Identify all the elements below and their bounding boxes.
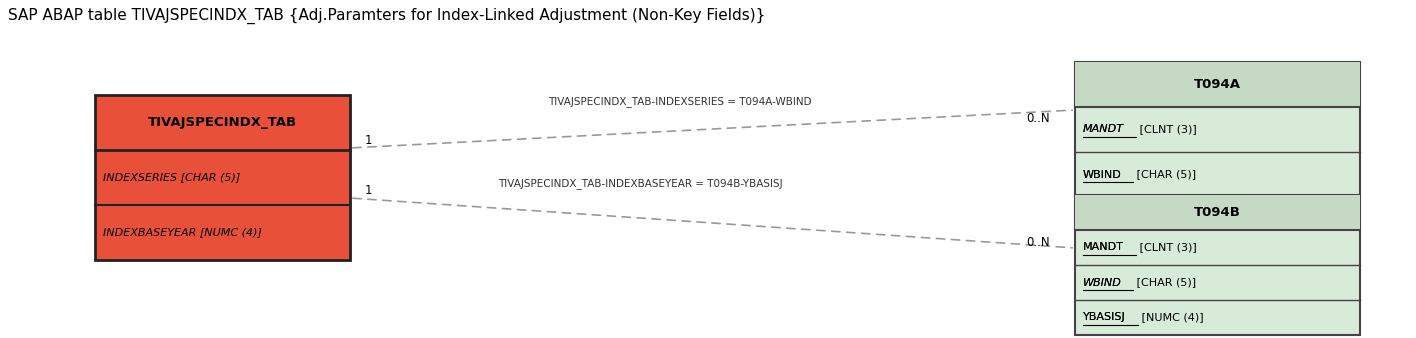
Text: 1: 1: [365, 134, 372, 146]
Text: MANDT: MANDT: [1083, 124, 1124, 135]
Text: YBASISJ: YBASISJ: [1083, 313, 1126, 322]
Text: WBIND: WBIND: [1083, 169, 1121, 179]
Text: WBIND: WBIND: [1083, 169, 1121, 179]
Text: MANDT: MANDT: [1083, 242, 1124, 252]
Text: WBIND: WBIND: [1083, 277, 1121, 288]
Text: TIVAJSPECINDX_TAB: TIVAJSPECINDX_TAB: [147, 116, 297, 129]
Text: T094B: T094B: [1194, 206, 1240, 219]
Text: [CLNT (3)]: [CLNT (3)]: [1136, 242, 1197, 252]
Bar: [1075, 62, 1359, 197]
Text: 1: 1: [365, 184, 372, 196]
Bar: [1075, 195, 1359, 230]
Text: [CLNT (3)]: [CLNT (3)]: [1136, 124, 1197, 135]
Text: WBIND: WBIND: [1083, 277, 1121, 288]
Text: [CHAR (5)]: [CHAR (5)]: [1133, 169, 1197, 179]
Bar: [1075, 195, 1359, 335]
Text: 0..N: 0..N: [1027, 112, 1051, 124]
Bar: [95, 95, 350, 260]
Text: TIVAJSPECINDX_TAB-INDEXBASEYEAR = T094B-YBASISJ: TIVAJSPECINDX_TAB-INDEXBASEYEAR = T094B-…: [497, 178, 782, 189]
Text: SAP ABAP table TIVAJSPECINDX_TAB {Adj.Paramters for Index-Linked Adjustment (Non: SAP ABAP table TIVAJSPECINDX_TAB {Adj.Pa…: [8, 8, 766, 24]
Text: [CHAR (5)]: [CHAR (5)]: [1133, 277, 1197, 288]
Text: 0..N: 0..N: [1027, 236, 1051, 248]
Text: INDEXBASEYEAR [NUMC (4)]: INDEXBASEYEAR [NUMC (4)]: [103, 227, 262, 238]
Text: TIVAJSPECINDX_TAB-INDEXSERIES = T094A-WBIND: TIVAJSPECINDX_TAB-INDEXSERIES = T094A-WB…: [548, 96, 811, 107]
Text: INDEXSERIES [CHAR (5)]: INDEXSERIES [CHAR (5)]: [103, 172, 241, 183]
Text: [NUMC (4)]: [NUMC (4)]: [1138, 313, 1204, 322]
Bar: [1075, 62, 1359, 107]
Text: MANDT: MANDT: [1083, 124, 1124, 135]
Text: MANDT: MANDT: [1083, 242, 1124, 252]
Text: T094A: T094A: [1194, 78, 1240, 91]
Text: YBASISJ: YBASISJ: [1083, 313, 1126, 322]
